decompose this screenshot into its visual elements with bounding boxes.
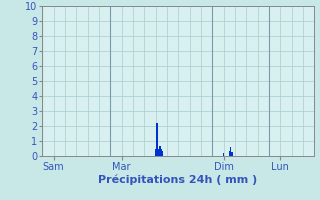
Bar [156, 123, 158, 156]
Bar [158, 148, 159, 156]
X-axis label: Précipitations 24h ( mm ): Précipitations 24h ( mm ) [98, 174, 257, 185]
Bar [162, 151, 164, 156]
Bar [155, 148, 156, 156]
Bar [161, 149, 162, 156]
Bar [228, 151, 230, 156]
Bar [159, 146, 161, 156]
Bar [223, 153, 224, 156]
Bar [231, 152, 233, 156]
Bar [230, 147, 231, 156]
